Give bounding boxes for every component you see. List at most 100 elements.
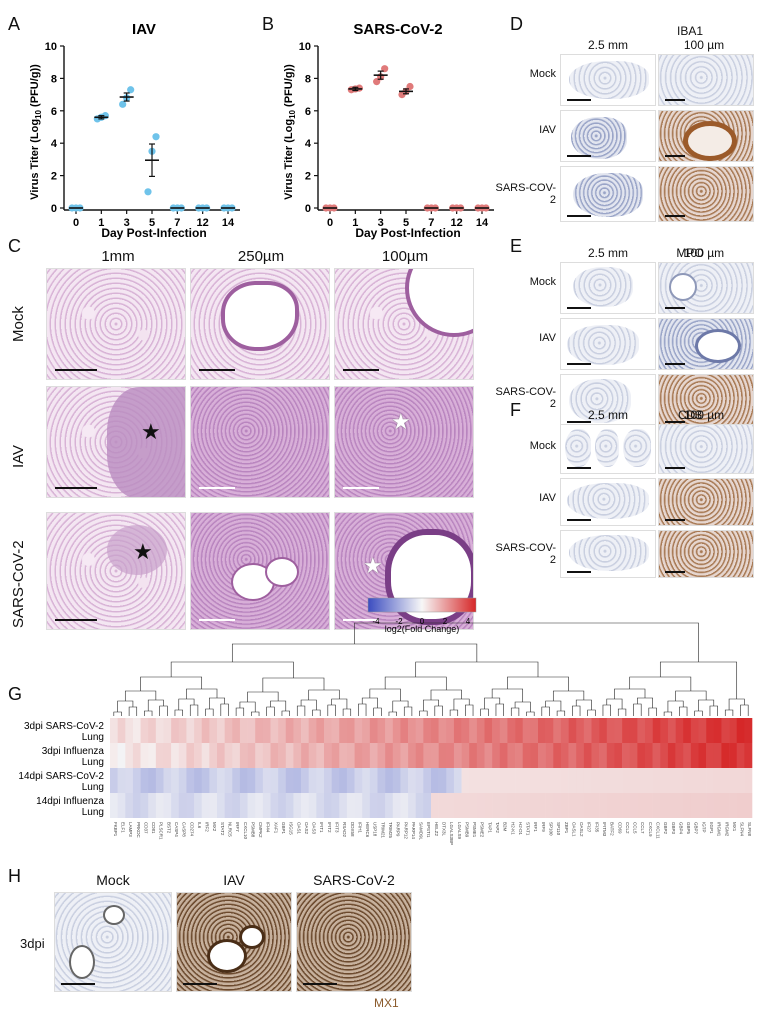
heatmap-cell bbox=[698, 793, 707, 818]
heatmap-cell bbox=[660, 743, 669, 768]
heatmap-cell bbox=[683, 768, 692, 793]
heatmap-cell bbox=[148, 743, 157, 768]
heatmap-cell bbox=[507, 743, 516, 768]
heatmap-cell bbox=[553, 768, 562, 793]
gene-label: LGALS9 bbox=[457, 822, 462, 840]
panel-label-a: A bbox=[8, 14, 21, 34]
data-point bbox=[119, 100, 127, 108]
heatmap-cell bbox=[560, 718, 569, 743]
heatmap-cell bbox=[324, 768, 332, 793]
gene-label: DTX3L bbox=[441, 822, 446, 837]
he-iav-1mm: ★ bbox=[46, 386, 186, 498]
heatmap-cell bbox=[354, 718, 363, 743]
gene-label: B2M bbox=[503, 822, 508, 832]
heatmap-cell bbox=[583, 793, 592, 818]
row-label: Mock bbox=[529, 276, 556, 288]
heatmap-cell bbox=[362, 768, 371, 793]
gene-label: SLFN4 bbox=[740, 822, 745, 837]
gene-label: IGTP bbox=[701, 822, 706, 833]
y-tick-label: 4 bbox=[51, 138, 58, 150]
data-point bbox=[381, 65, 389, 73]
heatmap-cell bbox=[637, 768, 646, 793]
heatmap-cell bbox=[667, 743, 676, 768]
gene-label: IRF2 bbox=[205, 822, 210, 832]
heatmap-cell bbox=[706, 718, 715, 743]
heatmap-cell bbox=[606, 768, 615, 793]
he-mock-100um bbox=[334, 268, 474, 380]
dendrogram-branch bbox=[510, 707, 520, 716]
ihc-tile bbox=[560, 530, 656, 578]
dendrogram-branch bbox=[423, 699, 439, 711]
dendrogram-branch bbox=[434, 705, 443, 716]
heatmap-cell bbox=[140, 768, 149, 793]
heatmap-cell bbox=[645, 768, 653, 793]
heatmap-cell bbox=[408, 768, 417, 793]
ihc-tile bbox=[658, 166, 754, 222]
lesion-star-outline-icon: ★ bbox=[363, 553, 383, 578]
gene-label: CCL7 bbox=[640, 822, 645, 834]
gene-label: H2-K1 bbox=[510, 822, 515, 835]
mx1-mock-tile bbox=[54, 892, 172, 992]
gene-label: TRIM21 bbox=[380, 822, 385, 839]
heatmap-cell bbox=[316, 793, 325, 818]
gene-label: IFIT3 bbox=[334, 822, 339, 833]
panel-label-d: D bbox=[510, 14, 523, 34]
y-tick-label: 0 bbox=[51, 203, 57, 215]
heatmap-cell bbox=[729, 793, 738, 818]
gene-label: CD69 bbox=[617, 822, 622, 834]
heatmap-cell bbox=[155, 743, 164, 768]
column-header: 2.5 mm bbox=[587, 38, 628, 52]
heatmap-cell bbox=[645, 718, 653, 743]
heatmap-cell bbox=[110, 718, 118, 743]
heatmap-cell bbox=[178, 718, 187, 743]
heatmap-cell bbox=[194, 718, 203, 743]
dendrogram-branch bbox=[663, 711, 673, 716]
row-label-tissue: Lung bbox=[82, 807, 104, 818]
heatmap-cell bbox=[599, 768, 608, 793]
heatmap-cell bbox=[324, 743, 332, 768]
gene-label: GBP2 bbox=[663, 822, 668, 835]
heatmap-cell bbox=[346, 718, 355, 743]
gene-label: CASP4 bbox=[174, 822, 179, 837]
gene-label: CCL2 bbox=[625, 822, 630, 834]
dendrogram-branch bbox=[606, 698, 623, 709]
heatmap-cell bbox=[163, 793, 172, 818]
heatmap-cell bbox=[698, 718, 707, 743]
heatmap-cell bbox=[278, 718, 287, 743]
heatmap-cell bbox=[530, 718, 539, 743]
heatmap-cell bbox=[453, 743, 462, 768]
heatmap-cell bbox=[568, 718, 577, 743]
gene-label: IFIT1 bbox=[319, 822, 324, 833]
heatmap-cell bbox=[232, 768, 241, 793]
heatmap-cell bbox=[438, 718, 447, 743]
heatmap-cell bbox=[576, 718, 585, 743]
heatmap-cell bbox=[392, 743, 401, 768]
heatmap-cell bbox=[499, 768, 508, 793]
x-axis-label: Day Post-Infection bbox=[355, 226, 460, 240]
heatmap-cell bbox=[492, 743, 501, 768]
dendrogram-branch bbox=[392, 700, 409, 712]
heatmap-cell bbox=[132, 793, 141, 818]
heatmap-cell bbox=[239, 743, 248, 768]
x-tick-label: 5 bbox=[149, 217, 155, 229]
heatmap-cell bbox=[690, 718, 699, 743]
heatmap-cell bbox=[614, 743, 623, 768]
heatmap-cell bbox=[201, 768, 210, 793]
gene-label: ISG15 bbox=[289, 822, 294, 835]
heatmap-cell bbox=[408, 718, 417, 743]
gene-label: BST2 bbox=[166, 822, 171, 834]
heatmap-cell bbox=[163, 718, 172, 743]
ihc-tile bbox=[658, 478, 754, 526]
heatmap-cell bbox=[431, 743, 439, 768]
heatmap-cell bbox=[522, 743, 531, 768]
heatmap-cell bbox=[675, 743, 684, 768]
dendrogram-branch bbox=[728, 698, 745, 710]
ihc-tile bbox=[658, 54, 754, 106]
gene-label: IIGP1 bbox=[709, 822, 714, 834]
heatmap-cell bbox=[392, 718, 401, 743]
heatmap-cell bbox=[247, 718, 256, 743]
heatmap-cell bbox=[545, 743, 554, 768]
heatmap-cell bbox=[209, 718, 218, 743]
heatmap-cell bbox=[736, 768, 745, 793]
heatmap-cell bbox=[301, 743, 310, 768]
